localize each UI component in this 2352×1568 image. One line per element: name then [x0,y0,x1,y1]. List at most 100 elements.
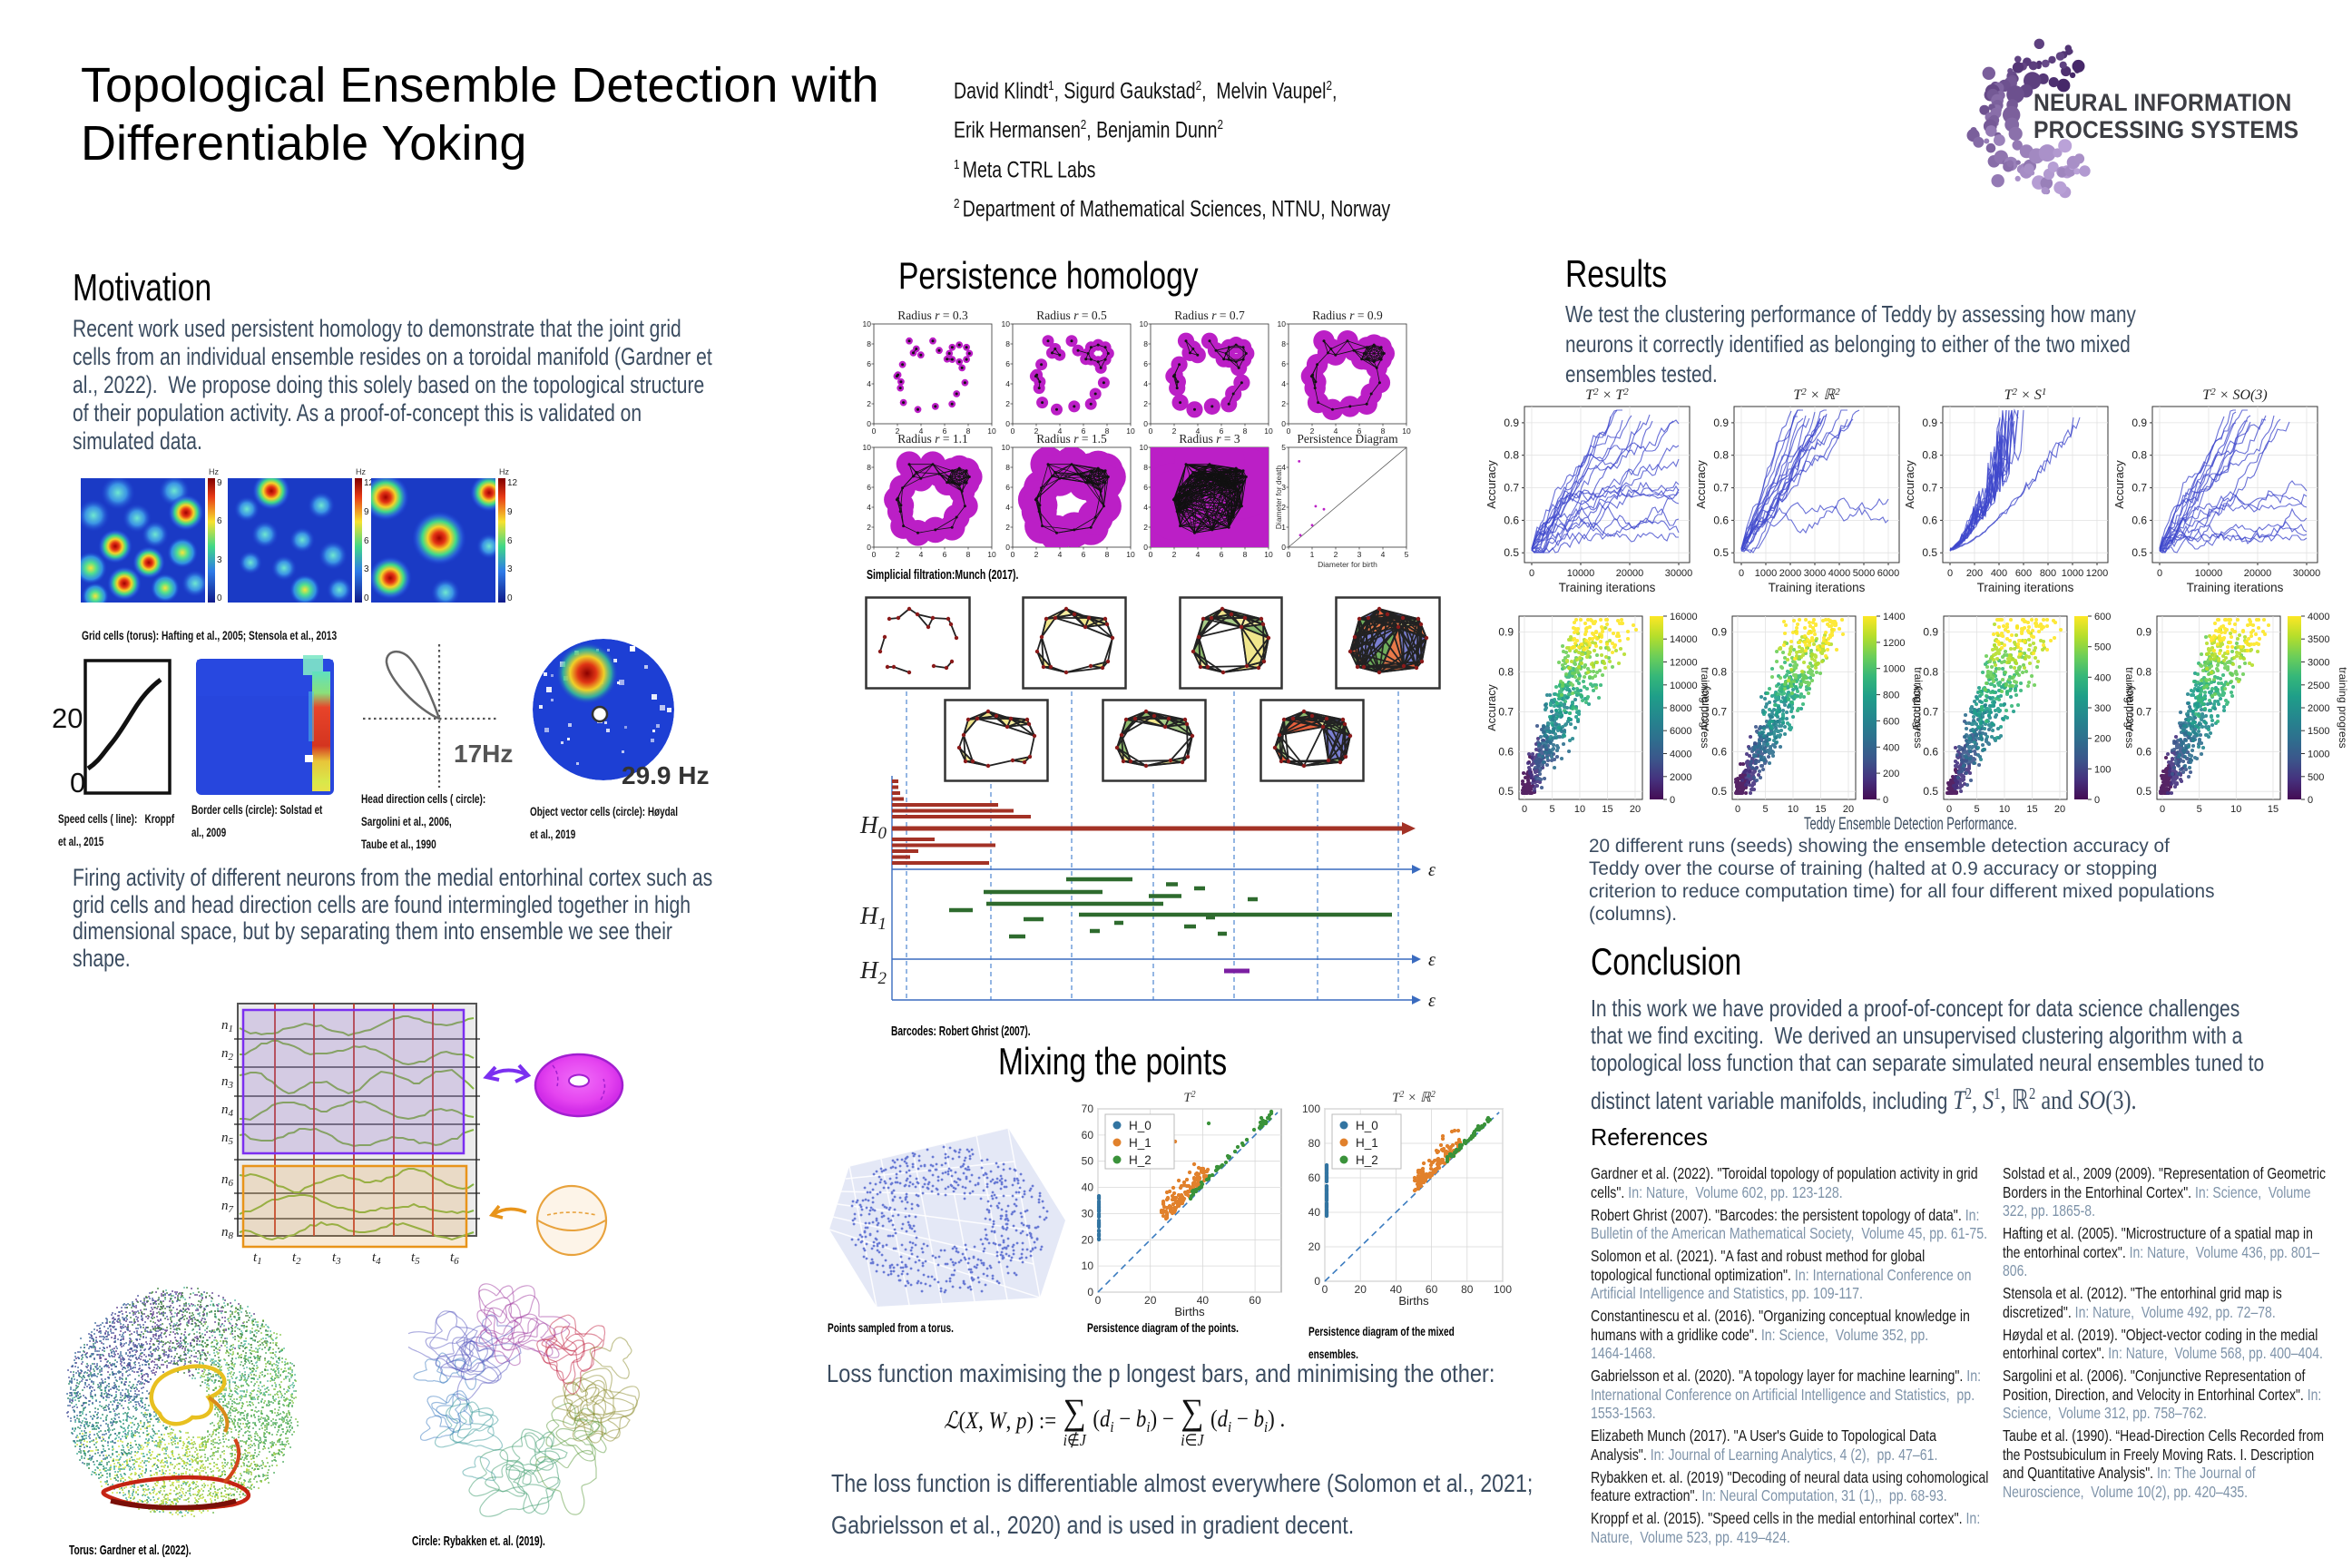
svg-text:100: 100 [2094,764,2111,775]
svg-text:4: 4 [1058,426,1063,436]
svg-text:3: 3 [507,564,513,574]
svg-text:8: 8 [1143,339,1148,348]
svg-text:0.6: 0.6 [1711,745,1727,758]
svg-text:8: 8 [867,463,871,472]
svg-text:t2: t2 [292,1250,301,1267]
svg-text:0: 0 [2308,795,2313,806]
svg-text:n6: n6 [221,1172,234,1189]
svg-text:Persistence Diagram: Persistence Diagram [1297,432,1398,446]
svg-text:30: 30 [1082,1207,1094,1220]
svg-text:0: 0 [2094,795,2100,806]
svg-text:0.7: 0.7 [1713,482,1729,495]
svg-text:t1: t1 [253,1250,262,1267]
svg-text:Radius r = 0.7: Radius r = 0.7 [1174,309,1245,322]
svg-text:0.5: 0.5 [1711,785,1727,798]
svg-text:6: 6 [507,536,513,546]
svg-text:Accuracy: Accuracy [1486,460,1498,509]
svg-text:4000: 4000 [2308,612,2329,622]
svg-text:2: 2 [1005,399,1010,408]
svg-text:5: 5 [1405,550,1409,559]
svg-text:400: 400 [2094,672,2111,683]
svg-text:6: 6 [1143,359,1148,368]
svg-text:3000: 3000 [1804,568,1826,579]
svg-text:2: 2 [896,426,900,436]
svg-text:0.8: 0.8 [1504,449,1519,462]
svg-text:0: 0 [1011,426,1015,436]
svg-text:400: 400 [1991,568,2007,579]
svg-text:0.8: 0.8 [1498,666,1514,679]
svg-text:8: 8 [1105,550,1110,559]
svg-text:10: 10 [1140,443,1149,452]
svg-text:6000: 6000 [1670,726,1691,737]
svg-text:T2 × ℝ2: T2 × ℝ2 [1793,387,1840,403]
svg-text:0: 0 [1529,568,1534,579]
svg-text:0: 0 [1149,426,1153,436]
svg-text:Radius r = 1.1: Radius r = 1.1 [897,432,967,446]
svg-text:2000: 2000 [2308,703,2329,714]
svg-text:training progress: training progress [1912,667,1925,748]
svg-text:40: 40 [1197,1294,1210,1307]
svg-text:Diameter for death: Diameter for death [1274,466,1283,530]
svg-text:8: 8 [1381,426,1386,436]
svg-text:100: 100 [1302,1102,1320,1115]
svg-text:Accuracy: Accuracy [1488,684,1498,731]
svg-text:6: 6 [943,550,947,559]
svg-text:H_1: H_1 [1356,1136,1378,1150]
svg-text:n8: n8 [221,1225,234,1241]
svg-text:15: 15 [2026,804,2037,815]
svg-text:training progress: training progress [2123,667,2136,748]
svg-text:0: 0 [1522,804,1527,815]
svg-text:0: 0 [2157,568,2162,579]
svg-text:Accuracy: Accuracy [1905,460,1916,509]
svg-text:0: 0 [70,767,85,799]
svg-text:1000: 1000 [2308,750,2329,760]
svg-text:ε: ε [1428,950,1436,970]
svg-text:Radius r = 0.5: Radius r = 0.5 [1036,309,1107,322]
svg-text:4000: 4000 [1670,750,1691,760]
svg-text:9: 9 [217,478,222,488]
svg-text:H_0: H_0 [1356,1119,1378,1132]
svg-text:5: 5 [1281,443,1286,452]
svg-text:30000: 30000 [1665,568,1693,579]
svg-text:8: 8 [966,550,971,559]
svg-text:5: 5 [1762,804,1768,815]
svg-text:200: 200 [1883,769,1899,779]
svg-text:5000: 5000 [1853,568,1875,579]
svg-text:8: 8 [1105,426,1110,436]
svg-text:6: 6 [943,426,947,436]
svg-text:0.5: 0.5 [2132,546,2147,559]
svg-text:Births: Births [1398,1294,1429,1308]
svg-text:0: 0 [1883,795,1888,806]
svg-text:6: 6 [1005,483,1010,492]
svg-text:t6: t6 [450,1250,459,1267]
svg-text:200: 200 [1966,568,1983,579]
svg-text:Accuracy: Accuracy [1696,460,1708,509]
svg-text:10: 10 [1574,804,1585,815]
svg-text:80: 80 [1461,1283,1474,1296]
svg-text:0.5: 0.5 [1923,785,1938,798]
svg-text:3: 3 [1357,550,1362,559]
svg-text:3500: 3500 [2308,634,2329,645]
svg-text:17Hz: 17Hz [454,740,513,768]
svg-text:2000: 2000 [1779,568,1801,579]
svg-text:n2: n2 [221,1046,234,1063]
svg-text:10: 10 [1140,319,1149,328]
svg-text:T2 × SO(3): T2 × SO(3) [2202,387,2267,403]
svg-text:0.6: 0.6 [1922,514,1937,526]
svg-text:1000: 1000 [2062,568,2083,579]
svg-text:0.6: 0.6 [1713,514,1729,526]
svg-text:0.5: 0.5 [1504,546,1519,559]
svg-text:2: 2 [1334,550,1338,559]
svg-text:14000: 14000 [1670,634,1698,645]
svg-text:2: 2 [1005,523,1010,532]
svg-text:H1: H1 [859,902,887,934]
svg-text:0.5: 0.5 [1922,546,1937,559]
svg-text:T2 × S1: T2 × S1 [2004,387,2047,403]
svg-text:t4: t4 [372,1250,381,1267]
svg-text:50: 50 [1082,1155,1094,1168]
svg-text:8: 8 [867,339,871,348]
svg-text:80: 80 [1308,1137,1321,1150]
svg-text:4: 4 [867,503,871,512]
svg-text:16000: 16000 [1670,612,1698,622]
svg-text:4: 4 [1281,379,1286,388]
